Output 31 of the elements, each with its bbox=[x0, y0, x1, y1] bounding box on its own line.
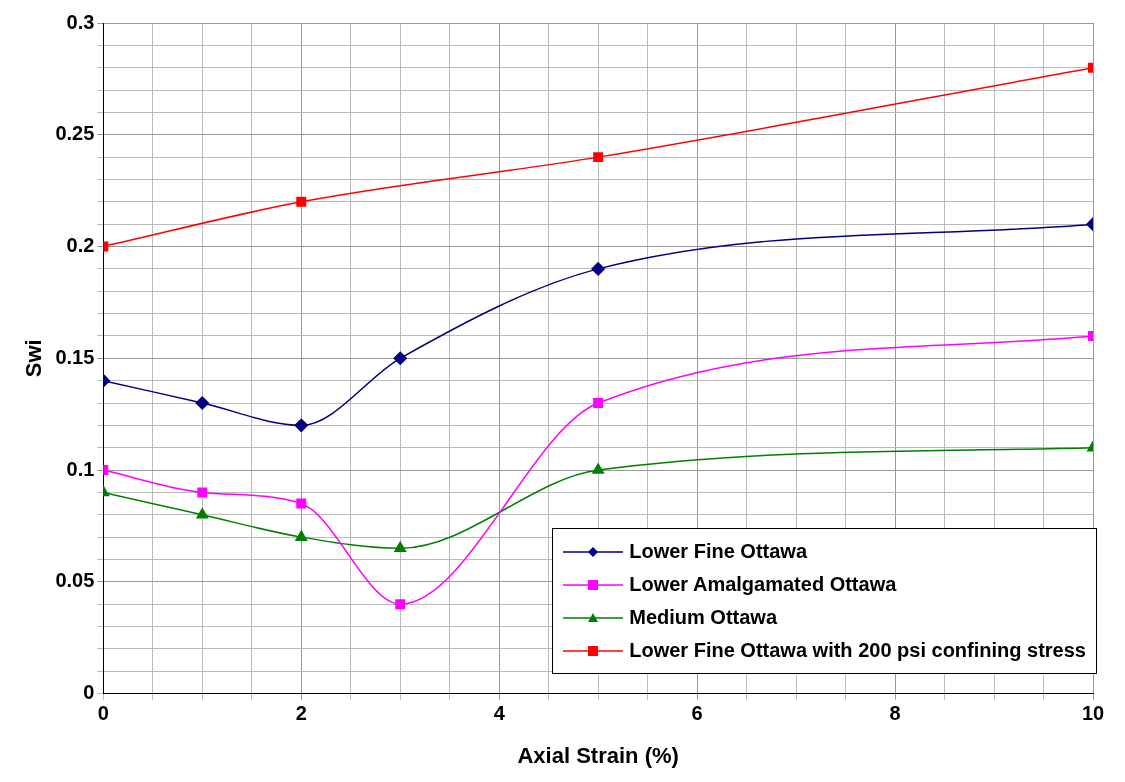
point bbox=[295, 530, 308, 541]
x-axis-title: Axial Strain (%) bbox=[517, 742, 679, 768]
y-tick-label: 0.1 bbox=[66, 457, 95, 480]
x-tick-label: 0 bbox=[97, 702, 109, 725]
point bbox=[294, 418, 309, 433]
x-tick-label: 10 bbox=[1081, 702, 1105, 725]
point bbox=[197, 487, 208, 498]
point bbox=[395, 599, 406, 610]
x-tick-label: 2 bbox=[295, 702, 307, 725]
x-tick-label: 4 bbox=[493, 702, 506, 725]
y-tick-label: 0 bbox=[83, 681, 95, 704]
point bbox=[393, 351, 407, 366]
x-tick-label: 8 bbox=[889, 702, 901, 725]
y-axis-title: Swi bbox=[21, 339, 47, 378]
y-tick-label: 0.05 bbox=[55, 569, 95, 592]
y-tick-label: 0.3 bbox=[66, 10, 95, 33]
legend-label: Lower Amalgamated Ottawa bbox=[629, 573, 897, 596]
x-tick-label: 6 bbox=[691, 702, 703, 725]
legend-label: Lower Fine Ottawa with 200 psi confining stress bbox=[629, 639, 1086, 662]
y-tick-label: 0.2 bbox=[66, 234, 95, 257]
legend-label: Lower Fine Ottawa bbox=[629, 540, 808, 563]
point bbox=[592, 463, 605, 474]
point bbox=[196, 508, 209, 519]
point bbox=[591, 262, 605, 276]
point bbox=[296, 498, 307, 509]
point bbox=[195, 396, 210, 410]
point bbox=[593, 398, 604, 408]
y-tick-label: 0.15 bbox=[55, 345, 95, 368]
legend-label: Medium Ottawa bbox=[629, 606, 778, 629]
y-tick-label: 0.25 bbox=[55, 122, 95, 145]
point bbox=[394, 541, 407, 553]
